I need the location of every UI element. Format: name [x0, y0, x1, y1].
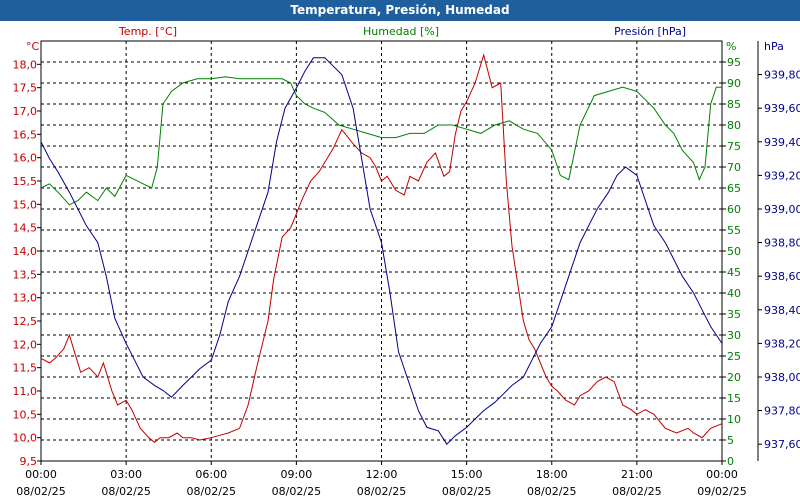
- x-tick-time: 15:00: [451, 468, 483, 481]
- temp-unit-label: °C: [26, 40, 40, 53]
- x-tick-time: 09:00: [281, 468, 313, 481]
- hum-tick-label: 5: [727, 434, 734, 447]
- x-tick-time: 00:00: [706, 468, 738, 481]
- series-line-temp: [40, 53, 723, 443]
- hum-tick-label: 40: [727, 287, 741, 300]
- temp-tick-label: 16,5: [13, 128, 38, 141]
- x-tick-date: 09/02/25: [697, 485, 746, 498]
- x-tick-date: 08/02/25: [612, 485, 661, 498]
- x-tick-date: 08/02/25: [16, 485, 65, 498]
- hum-tick-label: 95: [727, 56, 741, 69]
- series-line-pres: [40, 57, 723, 445]
- grid-lines: [41, 41, 722, 461]
- hum-tick-label: 30: [727, 329, 741, 342]
- hum-tick-label: 70: [727, 161, 741, 174]
- hum-unit-label: %: [726, 40, 736, 53]
- pres-tick-label: 938,00: [764, 371, 800, 384]
- x-tick-time: 03:00: [110, 468, 142, 481]
- hum-tick-label: 45: [727, 266, 741, 279]
- pres-unit-label: hPa: [764, 40, 784, 53]
- pres-tick-label: 938,40: [764, 304, 800, 317]
- temp-tick-label: 13,5: [13, 268, 38, 281]
- temp-tick-label: 14,5: [13, 222, 38, 235]
- temp-tick-label: 11,5: [13, 362, 38, 375]
- temp-tick-label: 15,0: [13, 198, 38, 211]
- temp-tick-label: 12,5: [13, 315, 38, 328]
- x-tick-time: 06:00: [195, 468, 227, 481]
- hum-tick-label: 80: [727, 119, 741, 132]
- hum-tick-label: 10: [727, 413, 741, 426]
- hum-tick-label: 0: [727, 455, 734, 468]
- pres-tick-label: 938,60: [764, 270, 800, 283]
- pres-tick-label: 937,80: [764, 405, 800, 418]
- x-tick-date: 08/02/25: [442, 485, 491, 498]
- pres-tick-label: 937,60: [764, 438, 800, 451]
- pres-tick-label: 939,80: [764, 69, 800, 82]
- x-tick-date: 08/02/25: [527, 485, 576, 498]
- hum-tick-label: 90: [727, 77, 741, 90]
- hum-tick-label: 20: [727, 371, 741, 384]
- pres-tick-label: 938,80: [764, 237, 800, 250]
- temp-tick-label: 17,5: [13, 82, 38, 95]
- x-tick-date: 08/02/25: [101, 485, 150, 498]
- x-tick-date: 08/02/25: [272, 485, 321, 498]
- temp-tick-label: 9,5: [20, 455, 38, 468]
- x-tick-date: 08/02/25: [187, 485, 236, 498]
- hum-tick-label: 60: [727, 203, 741, 216]
- temp-axis-label: Temp. [°C]: [118, 25, 177, 38]
- hum-axis-label: Humedad [%]: [363, 25, 439, 38]
- temp-tick-label: 10,5: [13, 408, 38, 421]
- x-tick-date: 08/02/25: [357, 485, 406, 498]
- hum-tick-label: 75: [727, 140, 741, 153]
- pres-tick-label: 939,40: [764, 136, 800, 149]
- series-lines: [40, 53, 723, 445]
- hum-tick-label: 85: [727, 98, 741, 111]
- temp-tick-label: 16,0: [13, 152, 38, 165]
- temp-tick-label: 11,0: [13, 385, 38, 398]
- hum-tick-label: 25: [727, 350, 741, 363]
- pres-tick-label: 939,20: [764, 169, 800, 182]
- pres-tick-label: 939,00: [764, 203, 800, 216]
- temp-tick-label: 15,5: [13, 175, 38, 188]
- x-tick-time: 12:00: [366, 468, 398, 481]
- pres-tick-label: 938,20: [764, 337, 800, 350]
- pres-axis-label: Presión [hPa]: [614, 25, 686, 38]
- temp-tick-label: 13,0: [13, 292, 38, 305]
- hum-tick-label: 35: [727, 308, 741, 321]
- x-tick-time: 21:00: [621, 468, 653, 481]
- hum-tick-label: 50: [727, 245, 741, 258]
- temp-tick-label: 12,0: [13, 338, 38, 351]
- hum-tick-label: 55: [727, 224, 741, 237]
- x-axis: 00:00 08/02/25 03:00 08/02/25 06:00 08/02/25 0…: [16, 461, 747, 498]
- hum-tick-label: 65: [727, 182, 741, 195]
- temp-tick-label: 14,0: [13, 245, 38, 258]
- x-tick-time: 18:00: [536, 468, 568, 481]
- series-line-hum: [40, 76, 722, 206]
- temp-tick-label: 17,0: [13, 105, 38, 118]
- temp-tick-label: 10,0: [13, 432, 38, 445]
- pres-tick-label: 939,60: [764, 102, 800, 115]
- x-tick-time: 00:00: [25, 468, 57, 481]
- chart-title: Temperatura, Presión, Humedad: [0, 0, 800, 21]
- y-axes: 9,5 10,0 10,5 11,0 11,5 12,0 12,5 13,0 13,5 14,0 1…: [13, 41, 800, 468]
- temp-tick-label: 18,0: [13, 58, 38, 71]
- hum-tick-label: 15: [727, 392, 741, 405]
